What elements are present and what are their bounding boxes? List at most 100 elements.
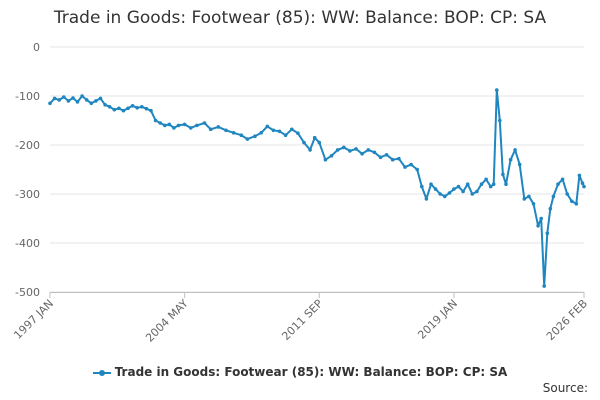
data-point	[545, 231, 550, 235]
data-point	[103, 103, 107, 107]
data-point	[565, 192, 569, 196]
data-point	[390, 157, 395, 162]
data-point	[94, 99, 98, 103]
data-point	[498, 118, 502, 123]
data-point	[384, 153, 389, 157]
data-point	[582, 184, 586, 189]
data-point	[551, 194, 556, 199]
data-point	[415, 167, 420, 172]
data-point	[484, 177, 488, 182]
data-point	[475, 189, 479, 194]
data-point	[378, 155, 383, 160]
data-point	[531, 202, 536, 206]
data-point	[329, 154, 334, 158]
x-tick-label: 2026 FEB	[544, 297, 590, 343]
y-tick-label: -100	[15, 90, 40, 103]
data-point	[443, 194, 447, 199]
x-tick-label: 2011 SEP	[279, 297, 325, 343]
legend-series-symbol	[92, 368, 111, 378]
data-point	[491, 182, 496, 186]
data-point	[153, 118, 158, 123]
data-point	[508, 157, 513, 162]
data-point	[542, 284, 546, 288]
y-tick-label: -500	[15, 286, 40, 299]
series-line-0	[49, 89, 585, 288]
data-point	[513, 148, 517, 152]
data-point	[107, 105, 112, 109]
data-point	[265, 124, 270, 129]
data-point	[433, 187, 438, 191]
data-point	[216, 125, 221, 129]
data-point	[224, 128, 228, 133]
data-point	[574, 202, 579, 206]
data-point	[539, 216, 543, 221]
data-point	[527, 194, 531, 199]
data-point	[354, 147, 358, 151]
data-point	[517, 162, 522, 167]
data-point	[167, 122, 172, 127]
data-point	[335, 148, 340, 152]
data-point	[126, 106, 130, 111]
data-point	[202, 121, 207, 125]
x-tick-label: 2019 JAN	[415, 297, 460, 342]
data-point	[189, 126, 193, 130]
data-point	[438, 192, 443, 196]
data-point	[117, 106, 121, 111]
data-point	[71, 96, 75, 100]
data-point	[372, 150, 377, 155]
y-tick-label: -200	[15, 139, 40, 152]
data-point	[420, 184, 424, 189]
data-point	[158, 121, 162, 125]
y-tick-label: -400	[15, 237, 40, 250]
x-tick-label: 1997 JAN	[11, 297, 56, 342]
data-point	[570, 199, 574, 204]
data-point	[149, 108, 153, 113]
data-point	[452, 187, 456, 191]
data-point	[62, 95, 66, 99]
data-point	[495, 88, 499, 92]
legend-series-label: Trade in Goods: Footwear (85): WW: Balan…	[114, 365, 508, 379]
data-point	[75, 100, 80, 104]
data-point	[360, 152, 364, 156]
data-point	[80, 94, 84, 98]
data-point	[312, 135, 317, 140]
data-point	[112, 107, 117, 112]
data-point	[98, 96, 103, 101]
data-point	[403, 165, 407, 169]
y-tick-label: 0	[33, 41, 40, 54]
data-point	[163, 123, 167, 128]
data-point	[283, 133, 288, 137]
data-point	[447, 191, 452, 195]
data-point	[245, 137, 250, 141]
data-point	[135, 106, 139, 110]
data-point	[277, 129, 282, 134]
data-point	[580, 181, 585, 185]
data-point	[296, 131, 300, 135]
data-point	[253, 134, 257, 138]
data-point	[342, 145, 346, 150]
data-point	[501, 172, 505, 177]
data-point	[130, 104, 135, 108]
source-label: Source:	[542, 381, 588, 395]
data-point	[461, 189, 465, 194]
data-point	[57, 98, 61, 102]
chart-title: Trade in Goods: Footwear (85): WW: Balan…	[53, 8, 547, 28]
data-point	[259, 131, 264, 135]
data-point	[522, 197, 527, 201]
data-point	[556, 182, 560, 186]
x-tick-label: 2004 MAY	[143, 297, 191, 345]
data-point	[397, 156, 401, 161]
data-point	[66, 99, 71, 103]
legend[interactable]: Trade in Goods: Footwear (85): WW: Balan…	[0, 365, 600, 379]
data-point	[172, 126, 176, 130]
data-point	[504, 182, 508, 186]
data-point	[429, 182, 433, 186]
data-point	[465, 182, 470, 186]
data-point	[308, 148, 312, 152]
data-point	[323, 157, 328, 162]
data-point	[195, 123, 199, 128]
data-point	[89, 101, 94, 106]
data-point	[140, 105, 144, 109]
data-point	[536, 224, 540, 228]
data-point	[208, 127, 213, 132]
